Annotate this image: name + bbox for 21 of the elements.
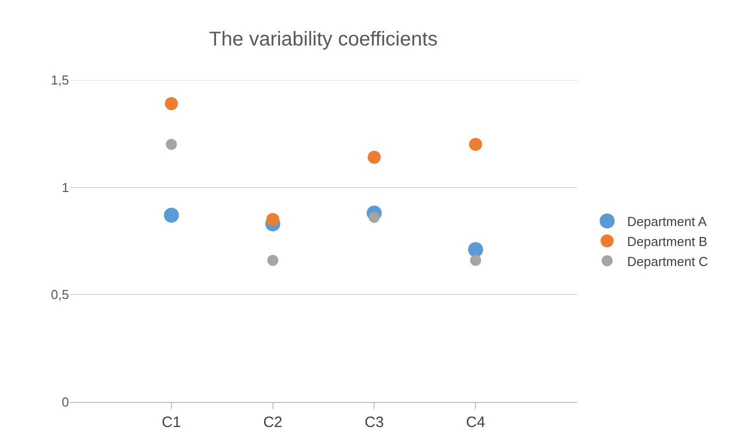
point	[469, 138, 482, 151]
y-tick-label: 1,5	[50, 72, 69, 88]
chart-title: The variability coefficients	[209, 28, 438, 50]
point	[266, 213, 280, 226]
point	[166, 138, 177, 150]
y-tick-label: 0	[62, 394, 69, 410]
legend-label: Department C	[627, 254, 708, 269]
legend-label: Department B	[627, 234, 708, 249]
x-tick-label: C1	[162, 414, 181, 431]
legend-label: Department A	[627, 214, 707, 230]
x-tick-label: C3	[364, 414, 384, 431]
point	[164, 208, 179, 223]
y-tick-label: 0,5	[50, 287, 69, 302]
point	[468, 242, 484, 258]
point	[368, 150, 381, 164]
y-tick-label: 1	[62, 180, 69, 195]
point	[267, 254, 278, 266]
x-tick-label: C2	[263, 414, 282, 431]
point	[470, 254, 482, 266]
x-tick-label: C4	[466, 414, 486, 431]
point	[164, 97, 178, 110]
